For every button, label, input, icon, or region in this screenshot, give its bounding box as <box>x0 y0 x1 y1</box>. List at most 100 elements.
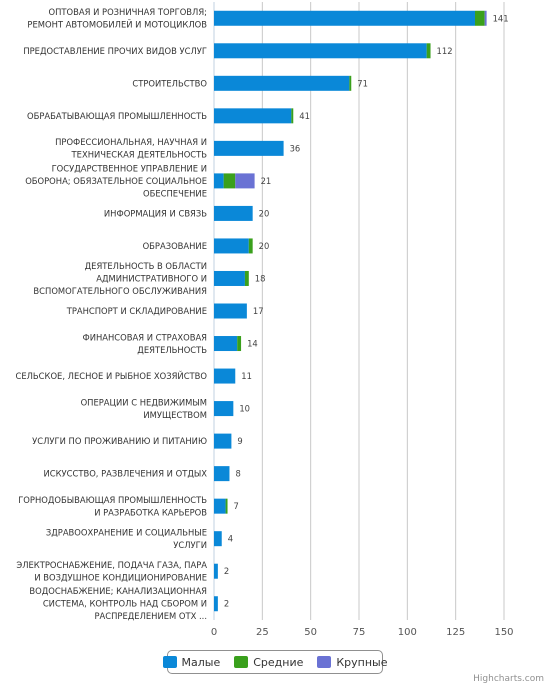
category-label: ИНФОРМАЦИЯ И СВЯЗЬ <box>104 208 207 218</box>
category-label-line: РАСПРЕДЕЛЕНИЕМ ОТХ ... <box>94 611 207 621</box>
bar-small-9[interactable] <box>214 303 247 319</box>
data-labels: 141 112 71 41 36 21 20 20 18 17 14 11 10 9 8 7 4 2 2 <box>224 13 509 608</box>
data-label-total: 9 <box>237 436 242 446</box>
category-label-line: ОБЕСПЕЧЕНИЕ <box>143 188 207 198</box>
category-label: ВОДОСНАБЖЕНИЕ; КАНАЛИЗАЦИОННАЯ СИСТЕМА, К… <box>29 586 207 621</box>
category-label: ФИНАНСОВАЯ И СТРАХОВАЯ ДЕЯТЕЛЬНОСТЬ <box>83 332 208 355</box>
category-label: СТРОИТЕЛЬСТВО <box>132 78 207 88</box>
bar-small-14[interactable] <box>214 466 230 482</box>
bar-medium-15[interactable] <box>225 498 228 514</box>
data-label-total: 4 <box>228 534 233 544</box>
bar-medium-8[interactable] <box>244 270 249 286</box>
legend-item-medium[interactable]: Средние <box>234 656 303 669</box>
category-label: ОБРАБАТЫВАЮЩАЯ ПРОМЫШЛЕННОСТЬ <box>27 111 207 121</box>
category-label-line: ЗДРАВООХРАНЕНИЕ И СОЦИАЛЬНЫЕ <box>46 527 207 537</box>
category-label-line: ИНФОРМАЦИЯ И СВЯЗЬ <box>104 208 207 218</box>
bar-medium-10[interactable] <box>237 336 242 352</box>
legend-item-large[interactable]: Крупные <box>317 655 388 669</box>
data-label-total: 2 <box>224 566 229 576</box>
category-label-line: ОПЕРАЦИИ С НЕДВИЖИМЫМ <box>81 397 207 407</box>
bar-small-0[interactable] <box>214 10 475 26</box>
category-label-line: ТРАНСПОРТ И СКЛАДИРОВАНИЕ <box>66 306 207 316</box>
x-tick-label: 100 <box>398 627 417 638</box>
legend-label-large: Крупные <box>336 655 388 669</box>
legend-item-small[interactable]: Малые <box>162 655 221 669</box>
bar-small-13[interactable] <box>214 433 232 449</box>
category-label: ОПЕРАЦИИ С НЕДВИЖИМЫМ ИМУЩЕСТВОМ <box>81 397 207 420</box>
x-tick-label: 75 <box>353 627 366 638</box>
bar-small-10[interactable] <box>214 336 238 352</box>
category-label: ИСКУССТВО, РАЗВЛЕЧЕНИЯ И ОТДЫХ <box>43 469 207 479</box>
category-label-line: РЕМОНТ АВТОМОБИЛЕЙ И МОТОЦИКЛОВ <box>27 19 207 30</box>
category-label-line: ОПТОВАЯ И РОЗНИЧНАЯ ТОРГОВЛЯ; <box>49 7 207 17</box>
category-label-line: УСЛУГИ ПО ПРОЖИВАНИЮ И ПИТАНИЮ <box>32 436 207 446</box>
data-label-total: 7 <box>234 501 239 511</box>
category-label-line: И ВОЗДУШНОЕ КОНДИЦИОНИРОВАНИЕ <box>34 572 207 582</box>
data-label-total: 17 <box>253 306 264 316</box>
x-axis-ticks: 0 25 50 75 100 125 150 <box>211 627 514 638</box>
category-label: ПРОФЕССИОНАЛЬНАЯ, НАУЧНАЯ И ТЕХНИЧЕСКАЯ Д… <box>55 137 207 160</box>
bar-large-5[interactable] <box>235 173 255 189</box>
bar-medium-0[interactable] <box>475 10 485 26</box>
legend-label-small: Малые <box>181 655 221 669</box>
data-label-total: 21 <box>261 176 272 186</box>
category-label-line: СИСТЕМА, КОНТРОЛЬ НАД СБОРОМ И <box>43 599 207 609</box>
bar-large-0[interactable] <box>484 10 487 26</box>
bar-small-1[interactable] <box>214 43 427 59</box>
category-label-line: ОБРАЗОВАНИЕ <box>143 241 207 251</box>
category-label: ГОСУДАРСТВЕННОЕ УПРАВЛЕНИЕ И ОБОРОНА; ОБЯ… <box>25 163 207 198</box>
category-label: ОПТОВАЯ И РОЗНИЧНАЯ ТОРГОВЛЯ; РЕМОНТ АВТО… <box>27 7 207 30</box>
bar-small-8[interactable] <box>214 270 245 286</box>
bar-small-11[interactable] <box>214 368 236 384</box>
category-label: ОБРАЗОВАНИЕ <box>143 241 207 251</box>
category-label-line: ВОДОСНАБЖЕНИЕ; КАНАЛИЗАЦИОННАЯ <box>29 586 207 596</box>
data-label-total: 10 <box>239 404 250 414</box>
category-labels: ОПТОВАЯ И РОЗНИЧНАЯ ТОРГОВЛЯ; РЕМОНТ АВТО… <box>15 7 207 621</box>
bar-small-5[interactable] <box>214 173 224 189</box>
category-label-line: ПРОФЕССИОНАЛЬНАЯ, НАУЧНАЯ И <box>55 137 207 147</box>
category-label-line: ФИНАНСОВАЯ И СТРАХОВАЯ <box>83 332 208 342</box>
legend-swatch-medium <box>234 656 249 668</box>
bar-small-4[interactable] <box>214 140 284 156</box>
data-label-total: 71 <box>357 78 368 88</box>
category-label: СЕЛЬСКОЕ, ЛЕСНОЕ И РЫБНОЕ ХОЗЯЙСТВО <box>15 370 207 381</box>
category-label-line: СТРОИТЕЛЬСТВО <box>132 78 207 88</box>
legend-swatch-large <box>317 656 332 668</box>
x-tick-label: 50 <box>304 627 317 638</box>
category-label-line: ДЕЯТЕЛЬНОСТЬ <box>137 345 207 355</box>
bar-small-12[interactable] <box>214 401 234 417</box>
legend-label-medium: Средние <box>253 655 304 669</box>
data-label-total: 8 <box>235 469 240 479</box>
bar-small-18[interactable] <box>214 596 218 612</box>
bar-small-7[interactable] <box>214 238 249 254</box>
x-tick-label: 150 <box>494 627 513 638</box>
legend-swatch-small <box>162 656 177 668</box>
bars <box>214 10 487 612</box>
category-label-line: ГОРНОДОБЫВАЮЩАЯ ПРОМЫШЛЕННОСТЬ <box>18 495 207 505</box>
bar-small-16[interactable] <box>214 531 222 547</box>
data-label-total: 20 <box>259 208 270 218</box>
bar-medium-2[interactable] <box>349 75 352 91</box>
data-label-total: 41 <box>299 111 310 121</box>
category-label: ТРАНСПОРТ И СКЛАДИРОВАНИЕ <box>66 306 207 316</box>
data-label-total: 36 <box>290 143 301 153</box>
category-label: УСЛУГИ ПО ПРОЖИВАНИЮ И ПИТАНИЮ <box>32 436 207 446</box>
bar-medium-7[interactable] <box>248 238 253 254</box>
category-label-line: ПРЕДОСТАВЛЕНИЕ ПРОЧИХ ВИДОВ УСЛУГ <box>23 46 207 56</box>
data-label-total: 18 <box>255 273 266 283</box>
bar-medium-1[interactable] <box>426 43 431 59</box>
category-label-line: СЕЛЬСКОЕ, ЛЕСНОЕ И РЫБНОЕ ХОЗЯЙСТВО <box>15 370 207 381</box>
bar-small-2[interactable] <box>214 75 350 91</box>
grid-lines <box>213 2 505 620</box>
bar-small-3[interactable] <box>214 108 292 124</box>
bar-medium-5[interactable] <box>223 173 236 189</box>
category-label-line: ТЕХНИЧЕСКАЯ ДЕЯТЕЛЬНОСТЬ <box>71 150 208 160</box>
bar-small-17[interactable] <box>214 563 218 579</box>
credits-link[interactable]: Highcharts.com <box>473 674 544 684</box>
data-label-total: 11 <box>241 371 252 381</box>
bar-small-15[interactable] <box>214 498 226 514</box>
category-label: ЗДРАВООХРАНЕНИЕ И СОЦИАЛЬНЫЕ УСЛУГИ <box>46 527 207 550</box>
category-label-line: ЭЛЕКТРОСНАБЖЕНИЕ, ПОДАЧА ГАЗА, ПАРА <box>16 560 207 570</box>
bar-small-6[interactable] <box>214 205 253 221</box>
bar-medium-3[interactable] <box>291 108 294 124</box>
